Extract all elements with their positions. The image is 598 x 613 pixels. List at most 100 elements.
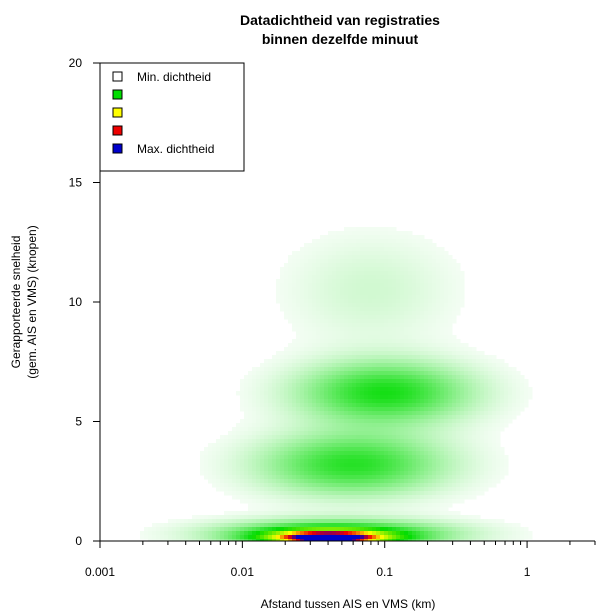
heat-cell-2340 bbox=[244, 415, 249, 420]
heat-cell-3732 bbox=[284, 491, 289, 496]
heat-cell-816 bbox=[384, 307, 389, 312]
heat-cell-469 bbox=[304, 279, 309, 284]
heat-cell-7 bbox=[372, 227, 377, 232]
heat-cell-4516 bbox=[200, 535, 205, 540]
heat-cell-165 bbox=[316, 251, 321, 256]
heat-cell-878 bbox=[456, 311, 461, 316]
heat-cell-2148 bbox=[320, 403, 325, 408]
heat-cell-2830 bbox=[244, 443, 249, 448]
heat-cell-2021 bbox=[392, 395, 397, 400]
heat-cell-3152 bbox=[320, 459, 325, 464]
heat-cell-3456 bbox=[308, 475, 313, 480]
heat-cell-3744 bbox=[332, 491, 337, 496]
heat-cell-4473 bbox=[420, 531, 425, 536]
heat-cell-2758 bbox=[248, 439, 253, 444]
heat-cell-2251 bbox=[444, 407, 449, 412]
heat-cell-371 bbox=[284, 271, 289, 276]
heat-cell-1910 bbox=[240, 391, 245, 396]
heat-cell-3617 bbox=[368, 483, 373, 488]
heat-cell-98 bbox=[336, 243, 341, 248]
heat-cell-3445 bbox=[264, 475, 269, 480]
heat-cell-1650 bbox=[356, 375, 361, 380]
heat-cell-1669 bbox=[432, 375, 437, 380]
heat-cell-4245 bbox=[272, 523, 277, 528]
heat-cell-1670 bbox=[436, 375, 441, 380]
heat-cell-1723 bbox=[364, 379, 369, 384]
heat-cell-2196 bbox=[512, 403, 517, 408]
heat-cell-3362 bbox=[236, 471, 241, 476]
heat-cell-2919 bbox=[304, 447, 309, 452]
heat-cell-396 bbox=[384, 271, 389, 276]
heat-cell-879 bbox=[284, 315, 289, 320]
heat-cell-217 bbox=[364, 255, 369, 260]
heat-cell-3830 bbox=[424, 495, 429, 500]
heat-cell-606 bbox=[288, 291, 293, 296]
heat-cell-4559 bbox=[372, 535, 377, 540]
heat-cell-202 bbox=[304, 255, 309, 260]
heat-cell-2884 bbox=[460, 443, 465, 448]
heat-cell-4566 bbox=[400, 535, 405, 540]
heat-cell-473 bbox=[320, 279, 325, 284]
heat-cell-973 bbox=[328, 323, 333, 328]
heat-cell-609 bbox=[300, 291, 305, 296]
heat-cell-620 bbox=[344, 291, 349, 296]
heat-cell-891 bbox=[332, 315, 337, 320]
heat-cell-2700 bbox=[300, 435, 305, 440]
heat-cell-1566 bbox=[296, 371, 301, 376]
heat-cell-4458 bbox=[360, 531, 365, 536]
heat-cell-3197 bbox=[500, 459, 505, 464]
heat-cell-2210 bbox=[280, 407, 285, 412]
heat-cell-2996 bbox=[308, 451, 313, 456]
heat-cell-1600 bbox=[432, 371, 437, 376]
heat-cell-1551 bbox=[504, 367, 509, 372]
heat-cell-3374 bbox=[284, 471, 289, 476]
heat-cell-3926 bbox=[356, 503, 361, 508]
heat-cell-21 bbox=[360, 231, 365, 236]
heat-cell-2815 bbox=[476, 439, 481, 444]
heat-cell-1487 bbox=[504, 363, 509, 368]
heat-cell-1021 bbox=[360, 327, 365, 332]
heat-cell-3756 bbox=[380, 491, 385, 496]
heat-cell-2937 bbox=[376, 447, 381, 452]
heat-cell-432 bbox=[344, 275, 349, 280]
heat-cell-4206 bbox=[468, 519, 473, 524]
heat-cell-4287 bbox=[440, 523, 445, 528]
heat-cell-4201 bbox=[448, 519, 453, 524]
heat-cell-2343 bbox=[256, 415, 261, 420]
heat-cell-2157 bbox=[356, 403, 361, 408]
heat-cell-3627 bbox=[408, 483, 413, 488]
heat-cell-501 bbox=[432, 279, 437, 284]
heat-cell-1146 bbox=[384, 339, 389, 344]
heat-cell-1837 bbox=[244, 387, 249, 392]
heat-cell-375 bbox=[300, 271, 305, 276]
heat-cell-951 bbox=[404, 319, 409, 324]
heat-cell-1591 bbox=[396, 371, 401, 376]
heat-cell-1171 bbox=[312, 343, 317, 348]
heat-cell-409 bbox=[436, 271, 441, 276]
heat-cell-4381 bbox=[440, 527, 445, 532]
heat-cell-349 bbox=[376, 267, 381, 272]
heat-cell-25 bbox=[376, 231, 381, 236]
heat-cell-726 bbox=[392, 299, 397, 304]
heat-cell-3956 bbox=[272, 507, 277, 512]
heat-cell-1897 bbox=[484, 387, 489, 392]
heat-cell-546 bbox=[424, 283, 429, 288]
heat-cell-466 bbox=[292, 279, 297, 284]
heat-cell-3616 bbox=[364, 483, 369, 488]
heat-cell-3587 bbox=[248, 483, 253, 488]
heat-cell-1241 bbox=[408, 347, 413, 352]
heat-cell-728 bbox=[400, 299, 405, 304]
heat-cell-4555 bbox=[356, 535, 361, 540]
heat-cell-2865 bbox=[384, 443, 389, 448]
heat-cell-2424 bbox=[304, 419, 309, 424]
heat-cell-568 bbox=[324, 287, 329, 292]
heat-cell-3263 bbox=[456, 463, 461, 468]
heat-cell-1568 bbox=[304, 371, 309, 376]
heat-cell-1680 bbox=[476, 375, 481, 380]
heat-cell-4380 bbox=[436, 527, 441, 532]
heat-cell-4548 bbox=[328, 535, 333, 540]
heat-cell-2636 bbox=[324, 431, 329, 436]
heat-cell-2197 bbox=[516, 403, 521, 408]
heat-cell-963 bbox=[452, 319, 457, 324]
heat-cell-1283 bbox=[376, 351, 381, 356]
